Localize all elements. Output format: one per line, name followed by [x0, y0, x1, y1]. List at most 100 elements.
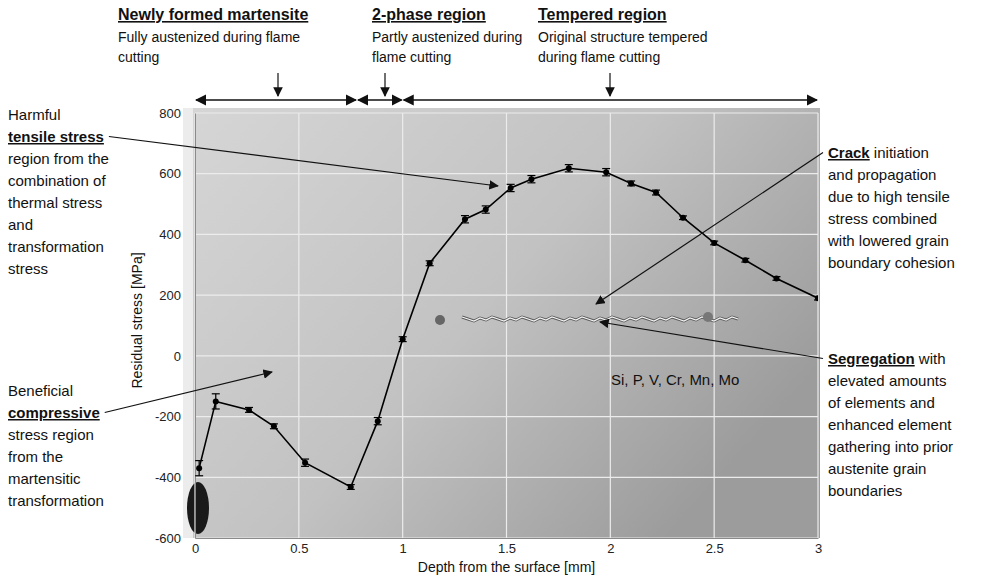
- data-point: [483, 207, 489, 213]
- error-bar: [652, 190, 660, 195]
- error-bar-cap: [527, 175, 535, 176]
- grid-line-x: [610, 113, 611, 538]
- region: Newly formed martensiteFully austenized …: [118, 6, 356, 100]
- x-tick-label: 3: [815, 541, 822, 556]
- y-tick-label: 600: [159, 166, 181, 181]
- x-tick: 0: [192, 538, 199, 556]
- x-tick-label: 0.5: [290, 541, 308, 556]
- y-tick: 0: [174, 349, 195, 364]
- error-bar-cap: [482, 213, 490, 214]
- grid-line-y: [195, 295, 818, 296]
- annotation-arrow: [109, 137, 498, 187]
- y-tick: -400: [155, 470, 195, 485]
- data-point: [773, 275, 779, 281]
- error-bar-cap: [602, 168, 610, 169]
- annotation-line: stress combined: [828, 210, 937, 227]
- error-bar: [426, 261, 434, 266]
- error-bar: [212, 394, 220, 409]
- error-bar: [270, 424, 278, 429]
- annotation: Crack initiationand propagationdue to hi…: [596, 144, 955, 304]
- x-tick-label: 1.5: [498, 541, 516, 556]
- data-point: [302, 460, 308, 466]
- annotation-line: boundary cohesion: [828, 254, 955, 271]
- y-tick-label: 200: [159, 288, 181, 303]
- region-title: 2-phase region: [372, 6, 486, 23]
- grid: [195, 113, 818, 538]
- y-tick-label: -400: [155, 470, 181, 485]
- crack-edge: [462, 317, 738, 321]
- error-bar: [507, 184, 515, 191]
- annotation-line: region from the: [8, 150, 109, 167]
- error-bar-cap: [461, 222, 469, 223]
- error-bar-cap: [461, 215, 469, 216]
- error-bar: [301, 459, 309, 466]
- annotation-line: from the: [8, 448, 63, 465]
- annotation-line: Segregation with: [828, 350, 946, 367]
- annotation-line: martensitic: [8, 470, 81, 487]
- composition-label: Si, P, V, Cr, Mn, Mo: [611, 371, 739, 388]
- error-bar: [627, 181, 635, 186]
- y-tick-label: 400: [159, 227, 181, 242]
- error-bar-cap: [602, 175, 610, 176]
- grid-line-y: [195, 112, 818, 113]
- y-axis-line: [195, 114, 196, 539]
- annotation: Segregation withelevated amountsof eleme…: [600, 322, 953, 499]
- region-pointer: [277, 73, 278, 96]
- annotation-line: tensile stress: [8, 128, 104, 145]
- grid-line-y: [195, 355, 818, 356]
- annotation-line: and: [8, 216, 33, 233]
- annotation-line: transformation: [8, 238, 104, 255]
- error-bar-cap: [507, 184, 515, 185]
- data-point: [711, 240, 717, 246]
- region-title: Tempered region: [538, 6, 667, 23]
- annotation-line: transformation: [8, 492, 104, 509]
- annotation-line: compressive: [8, 404, 100, 421]
- error-bar-cap: [301, 458, 309, 459]
- data-point: [213, 398, 219, 404]
- x-tick-label: 2.5: [706, 541, 724, 556]
- error-bar: [565, 165, 573, 172]
- grid-line-x: [402, 113, 403, 538]
- crack-pit: [435, 315, 445, 325]
- error-bar: [245, 407, 253, 412]
- region-description: flame cutting: [372, 49, 451, 65]
- error-bar: [347, 485, 355, 490]
- data-point: [815, 295, 818, 301]
- crack-pit: [703, 312, 713, 322]
- annotation-line: Harmful: [8, 106, 61, 123]
- region-description: Original structure tempered: [538, 29, 708, 45]
- y-tick: 800: [159, 106, 195, 121]
- error-bar-cap: [527, 182, 535, 183]
- region-span: [196, 99, 356, 100]
- x-tick-label: 2: [607, 541, 614, 556]
- region-description: cutting: [118, 49, 159, 65]
- data-point: [271, 423, 277, 429]
- error-bar: [374, 417, 382, 424]
- annotation-arrow: [600, 322, 823, 359]
- annotation-line: thermal stress: [8, 194, 102, 211]
- annotation-line: combination of: [8, 172, 106, 189]
- grid-line-y: [195, 173, 818, 174]
- y-axis: -600-400-2000200400600800: [155, 106, 196, 546]
- grid-line-y: [195, 234, 818, 235]
- annotation-line: elevated amounts: [828, 372, 946, 389]
- error-bar-cap: [482, 205, 490, 206]
- annotation-arrow: [105, 372, 272, 413]
- error-bar: [602, 169, 610, 176]
- crack: [435, 312, 738, 325]
- data-point: [742, 257, 748, 263]
- chart: -600-400-200020040060080000.511.522.53De…: [0, 0, 988, 579]
- micrograph: [183, 108, 820, 538]
- data-point: [566, 165, 572, 171]
- annotation-emphasis: compressive: [8, 404, 100, 421]
- data-point: [246, 407, 252, 413]
- x-tick: 2: [607, 538, 614, 556]
- annotation-arrow: [596, 153, 823, 305]
- grid-line-x: [506, 113, 507, 538]
- y-tick: -600: [155, 531, 195, 546]
- error-bar-cap: [374, 424, 382, 425]
- annotation-line: austenite grain: [828, 460, 926, 477]
- region: Tempered region Original structure temper…: [404, 6, 817, 100]
- crack-core: [462, 317, 738, 321]
- x-axis-line: [196, 538, 819, 539]
